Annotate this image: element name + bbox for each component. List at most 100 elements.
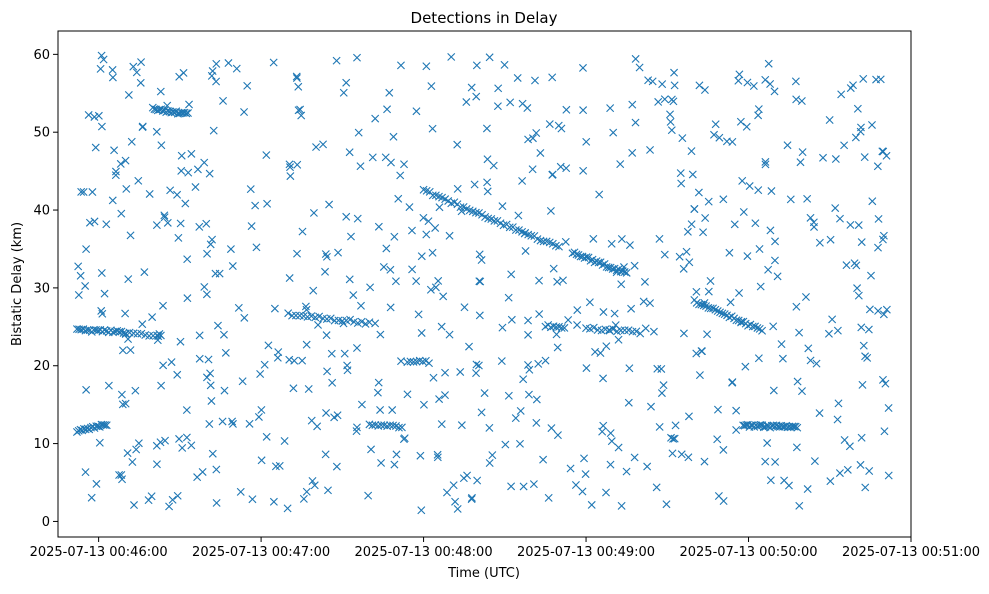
data-point-stroke: [521, 246, 530, 255]
data-point: [810, 457, 819, 466]
data-point: [289, 384, 298, 393]
data-point-stroke: [879, 310, 888, 319]
data-point: [737, 318, 746, 327]
data-point-stroke: [97, 51, 106, 60]
data-point: [573, 320, 582, 329]
data-point: [148, 313, 157, 322]
data-point-stroke: [392, 450, 401, 459]
data-point: [874, 306, 883, 315]
data-point-stroke: [129, 329, 138, 338]
data-point-stroke: [511, 414, 520, 423]
data-point: [748, 322, 757, 331]
data-point-stroke: [323, 486, 332, 495]
data-point: [657, 389, 666, 398]
data-point-stroke: [396, 171, 405, 180]
data-point: [144, 496, 153, 505]
data-point: [204, 355, 213, 364]
data-point-stroke: [669, 97, 678, 106]
data-point-stroke: [684, 412, 693, 421]
data-point-stroke: [557, 124, 566, 133]
data-point-stroke: [732, 426, 741, 434]
data-point: [356, 301, 365, 310]
data-point-stroke: [857, 238, 866, 247]
data-point: [548, 73, 557, 82]
data-point: [670, 68, 679, 77]
data-point-stroke: [438, 193, 447, 202]
data-point-stroke: [857, 433, 866, 442]
data-point: [302, 305, 311, 314]
data-point-stroke: [853, 284, 862, 293]
data-point: [313, 422, 322, 431]
data-point-stroke: [566, 464, 575, 473]
data-point-stroke: [82, 245, 91, 254]
data-point: [856, 127, 865, 136]
data-point-stroke: [683, 227, 692, 236]
data-point: [92, 479, 101, 488]
data-point: [314, 320, 323, 329]
data-point: [826, 477, 835, 486]
data-point-stroke: [801, 293, 810, 301]
data-point-stroke: [307, 416, 316, 425]
data-point-stroke: [221, 348, 230, 357]
data-point: [467, 493, 476, 502]
data-point-stroke: [527, 231, 536, 240]
data-point: [412, 277, 421, 286]
data-point: [706, 304, 715, 313]
data-point-stroke: [598, 427, 607, 436]
data-point-stroke: [396, 61, 405, 70]
data-point: [660, 250, 669, 259]
data-point: [771, 237, 780, 246]
data-point-stroke: [312, 143, 321, 152]
data-point-stroke: [99, 420, 108, 429]
data-point: [240, 107, 249, 116]
data-point-stroke: [433, 453, 442, 462]
data-point: [131, 386, 140, 395]
data-point-stroke: [571, 480, 580, 489]
data-point: [743, 78, 752, 87]
data-point-stroke: [187, 149, 196, 158]
data-point: [215, 269, 224, 278]
data-point-stroke: [529, 480, 538, 489]
data-point: [343, 366, 352, 375]
data-point-stroke: [256, 370, 265, 379]
data-point-stroke: [176, 337, 185, 346]
data-point-stroke: [803, 194, 812, 203]
data-point: [226, 245, 235, 254]
data-point-stroke: [90, 112, 99, 121]
data-point-stroke: [684, 453, 693, 462]
data-point: [639, 297, 648, 306]
data-point: [824, 329, 833, 338]
data-point-stroke: [463, 471, 472, 480]
data-point: [793, 423, 802, 432]
data-point-stroke: [128, 458, 137, 467]
data-point-stroke: [666, 110, 675, 119]
data-point-stroke: [435, 395, 444, 404]
data-point: [718, 309, 727, 318]
data-point-stroke: [132, 445, 141, 454]
data-point-stroke: [748, 322, 757, 331]
data-point: [374, 378, 383, 387]
data-point-stroke: [174, 233, 183, 242]
data-point: [364, 491, 373, 500]
data-point-stroke: [500, 60, 509, 69]
data-point: [85, 218, 94, 227]
data-point-stroke: [181, 199, 190, 208]
data-point-stroke: [617, 235, 626, 244]
data-point-stroke: [354, 128, 363, 137]
data-point: [424, 217, 433, 226]
data-point-stroke: [582, 137, 591, 146]
data-point: [198, 467, 207, 476]
data-point-stroke: [751, 219, 760, 228]
data-point-stroke: [864, 325, 873, 334]
data-point-stroke: [743, 78, 752, 87]
data-point: [177, 166, 186, 175]
data-point: [715, 133, 724, 142]
data-point: [168, 495, 177, 504]
data-point-stroke: [88, 188, 97, 197]
data-point-stroke: [582, 324, 591, 333]
data-point-stroke: [536, 148, 545, 157]
data-point: [98, 309, 107, 318]
data-point-stroke: [74, 262, 83, 271]
data-point: [419, 213, 428, 222]
data-point: [156, 87, 165, 96]
